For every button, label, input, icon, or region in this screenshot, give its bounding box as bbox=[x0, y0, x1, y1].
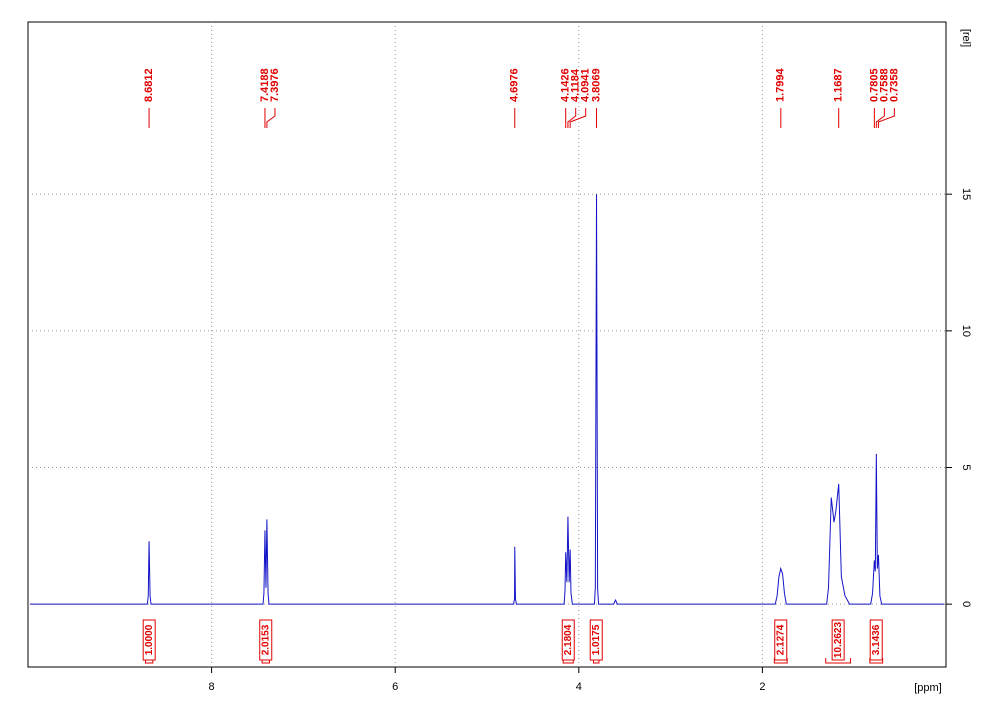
x-tick-label: 2 bbox=[759, 681, 765, 693]
peak-leader bbox=[266, 108, 276, 128]
integral-bracket bbox=[825, 658, 852, 664]
x-tick-label: 4 bbox=[576, 681, 582, 693]
integral-box bbox=[142, 619, 156, 661]
integral-label: 1.0175 bbox=[591, 624, 602, 655]
integral-box bbox=[589, 619, 603, 661]
y-tick-label: 15 bbox=[960, 188, 972, 200]
y-tick-label: 10 bbox=[960, 325, 972, 337]
peak-leader bbox=[567, 108, 577, 128]
peak-label: 1.7994 bbox=[775, 67, 787, 102]
integral-label: 2.1804 bbox=[563, 624, 574, 655]
peak-label: 4.0941 bbox=[580, 68, 592, 102]
integral-label: 1.0000 bbox=[144, 624, 155, 655]
peak-leader bbox=[875, 108, 885, 128]
peak-label: 8.6812 bbox=[143, 68, 155, 102]
integral-box bbox=[561, 619, 575, 661]
peak-label: 4.1184 bbox=[570, 68, 582, 102]
integral-label: 2.0153 bbox=[260, 624, 271, 655]
integral-box bbox=[869, 619, 883, 661]
x-tick-label: 8 bbox=[209, 681, 215, 693]
integral-label: 10.2623 bbox=[833, 621, 844, 658]
peak-label: 0.7588 bbox=[878, 68, 890, 102]
y-tick-label: 5 bbox=[960, 464, 972, 470]
spectrum-line bbox=[29, 194, 945, 605]
integral-label: 2.1274 bbox=[775, 624, 786, 655]
peak-label: 4.6976 bbox=[509, 68, 521, 102]
peak-label: 1.1687 bbox=[833, 68, 845, 102]
x-axis-label: [ppm] bbox=[914, 682, 942, 694]
peak-label: 7.3976 bbox=[269, 68, 281, 102]
integral-box bbox=[774, 619, 788, 661]
y-tick-label: 0 bbox=[960, 601, 972, 607]
peak-label: 3.8069 bbox=[590, 68, 602, 102]
integral-label: 3.1436 bbox=[871, 624, 882, 655]
peak-leader bbox=[569, 108, 587, 128]
plot-frame bbox=[27, 21, 947, 668]
peak-label: 4.1426 bbox=[560, 68, 572, 102]
integral-box bbox=[259, 619, 273, 661]
peak-label: 0.7358 bbox=[888, 68, 900, 102]
y-axis-label: [rel] bbox=[960, 29, 972, 47]
peak-leader bbox=[877, 108, 895, 128]
peak-label: 7.4188 bbox=[259, 68, 271, 102]
integral-box bbox=[831, 619, 845, 661]
peak-label: 0.7805 bbox=[868, 68, 880, 102]
x-tick-label: 6 bbox=[392, 681, 398, 693]
